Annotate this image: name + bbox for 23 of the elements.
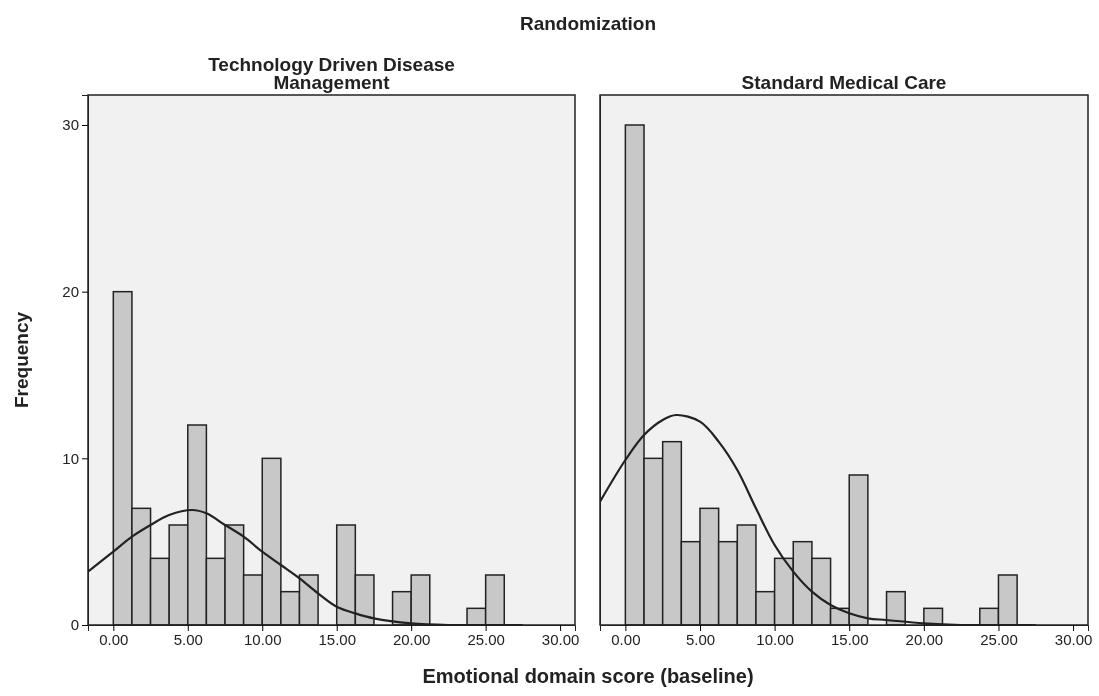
x-tick-label: 15.00 [830, 630, 869, 648]
chart-title: Technology Driven Disease Management [208, 54, 455, 93]
x-axis-title: Emotional domain score (baseline) [422, 665, 754, 687]
x-tick-label: 30.00 [541, 630, 580, 648]
x-tick-label: 10.00 [243, 630, 282, 648]
x-tick-label: 25.00 [980, 630, 1018, 648]
x-tick-label: 0.00 [611, 630, 641, 648]
x-tick-label: 0.00 [99, 630, 129, 648]
x-tick-label: 20.00 [392, 630, 431, 648]
x-tick-label: 25.00 [467, 630, 505, 648]
y-tick-label: 30 [62, 116, 79, 134]
y-tick-label: 20 [62, 282, 79, 300]
x-tick-label: 30.00 [1054, 630, 1093, 648]
x-tick-label: 5.00 [685, 630, 716, 648]
x-tick-label: 5.00 [173, 630, 203, 648]
x-tick-label: 10.00 [756, 630, 794, 648]
chart-title: Standard Medical Care [741, 72, 947, 93]
y-axis-title: Frequency [11, 311, 32, 409]
y-tick-label: 10 [62, 449, 79, 467]
y-tick-label: 0 [70, 616, 79, 634]
x-tick-label: 15.00 [318, 630, 356, 648]
text: Randomization [519, 13, 657, 34]
x-tick-label: 20.00 [905, 630, 944, 648]
